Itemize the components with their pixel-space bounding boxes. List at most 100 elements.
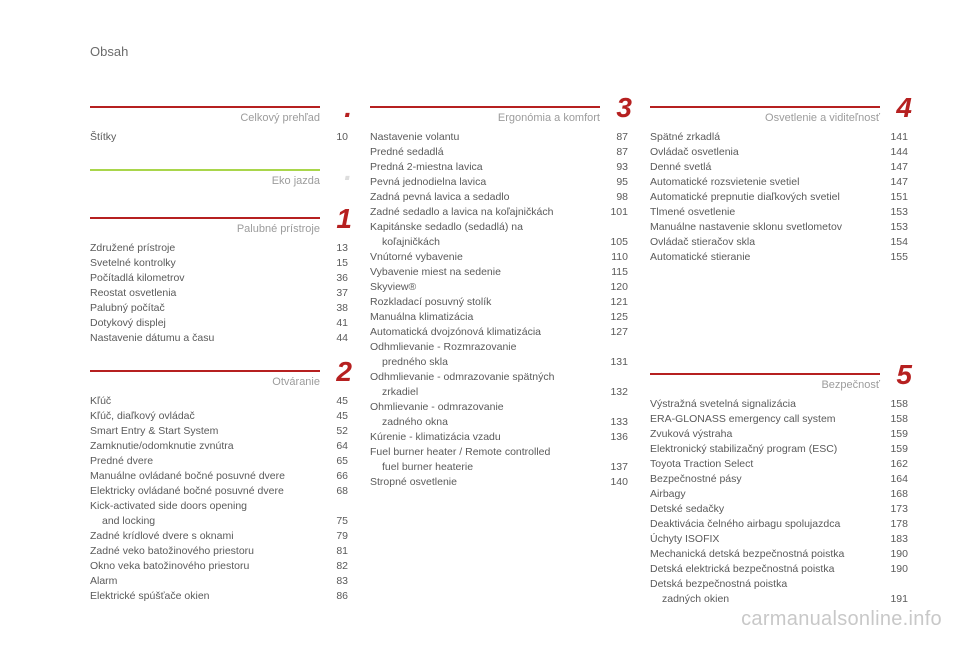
toc-entry: Bezpečnostné pásy 164 (650, 472, 908, 487)
section-title: Otváranie (90, 376, 320, 388)
section-rule (650, 373, 880, 375)
toc-entry: Automatická dvojzónová klimatizácia127 (370, 325, 628, 340)
entry-page: 159 (884, 442, 908, 457)
entry-page: 127 (604, 325, 628, 340)
toc-entry: Denné svetlá147 (650, 160, 908, 175)
entry-page: 147 (884, 175, 908, 190)
entry-label: Manuálne nastavenie sklonu svetlometov (650, 220, 876, 235)
section-rule (90, 217, 320, 219)
section-title: Celkový prehľad (90, 112, 320, 124)
toc-entry: Automatické stieranie 155 (650, 250, 908, 265)
entry-label: Odhmlievanie - odmrazovanie spätných (370, 370, 596, 385)
entry-page: 15 (324, 256, 348, 271)
toc-entry: Toyota Traction Select 162 (650, 457, 908, 472)
toc-entry: Úchyty ISOFIX183 (650, 532, 908, 547)
entry-page: 101 (604, 205, 628, 220)
entry-label: ERA-GLONASS emergency call system (650, 412, 876, 427)
entry-page: 65 (324, 454, 348, 469)
entry-page: 81 (324, 544, 348, 559)
section-rule (90, 106, 320, 108)
toc-entry: Ohmlievanie - odmrazovanie (370, 400, 628, 415)
entry-page: 155 (884, 250, 908, 265)
entry-page: 162 (884, 457, 908, 472)
entry-label: Toyota Traction Select (650, 457, 876, 472)
toc-entry: Ovládač osvetlenia144 (650, 145, 908, 160)
entry-label: Mechanická detská bezpečnostná poistka (650, 547, 876, 562)
section-rule (650, 106, 880, 108)
toc-entry: Pevná jednodielna lavica95 (370, 175, 628, 190)
toc-section: Palubné prístroje1Združené prístroje13Sv… (90, 207, 348, 346)
entry-label: Zadné sedadlo a lavica na koľajničkách (370, 205, 596, 220)
entry-page: 173 (884, 502, 908, 517)
entry-label: Bezpečnostné pásy (650, 472, 876, 487)
section-title: Palubné prístroje (90, 223, 320, 235)
section-entries: Výstražná svetelná signalizácia158ERA-GL… (650, 397, 908, 607)
entry-label: Vybavenie miest na sedenie (370, 265, 596, 280)
toc-entry: Rozkladací posuvný stolík121 (370, 295, 628, 310)
entry-label: Zamknutie/odomknutie zvnútra (90, 439, 316, 454)
toc-entry: Elektrické spúšťače okien86 (90, 589, 348, 604)
section-entries: Kľúč45Kľúč, diaľkový ovládač45Smart Entr… (90, 394, 348, 604)
page-root: Obsah Celkový prehľad.Štítky10Eko jazda.… (0, 0, 960, 649)
entry-label: Rozkladací posuvný stolík (370, 295, 596, 310)
toc-section: Osvetlenie a viditeľnosť4Spätné zrkadlá1… (650, 96, 908, 265)
entry-page: 52 (324, 424, 348, 439)
entry-label: Automatické prepnutie diaľkových svetiel (650, 190, 876, 205)
entry-label: Manuálne ovládané bočné posuvné dvere (90, 469, 316, 484)
entry-label: Elektrické spúšťače okien (90, 589, 316, 604)
entry-page: 190 (884, 562, 908, 577)
section-number-icon: 4 (896, 94, 912, 122)
toc-entry: Mechanická detská bezpečnostná poistka19… (650, 547, 908, 562)
toc-entry: Ovládač stieračov skla154 (650, 235, 908, 250)
entry-label: Automatické rozsvietenie svetiel (650, 175, 876, 190)
toc-column: Osvetlenie a viditeľnosť4Spätné zrkadlá1… (650, 96, 908, 621)
entry-label: koľajničkách (370, 235, 596, 250)
toc-entry: Manuálna klimatizácia125 (370, 310, 628, 325)
toc-entry: Tlmené osvetlenie153 (650, 205, 908, 220)
entry-page: 82 (324, 559, 348, 574)
entry-label: Nastavenie volantu (370, 130, 596, 145)
entry-label: Kúrenie - klimatizácia vzadu (370, 430, 596, 445)
entry-label: Airbagy (650, 487, 876, 502)
entry-label: zadných okien (650, 592, 876, 607)
toc-section: Otváranie2Kľúč45Kľúč, diaľkový ovládač45… (90, 360, 348, 604)
entry-label: Kapitánske sedadlo (sedadlá) na (370, 220, 596, 235)
entry-label: Tlmené osvetlenie (650, 205, 876, 220)
toc-entry: Odhmlievanie - odmrazovanie spätných (370, 370, 628, 385)
section-header: Bezpečnosť5 (650, 363, 908, 391)
toc-section: Eko jazda. (90, 159, 348, 193)
section-entries: Nastavenie volantu87Predné sedadlá87Pred… (370, 130, 628, 490)
section-header: Osvetlenie a viditeľnosť4 (650, 96, 908, 124)
section-header: Ergonómia a komfort3 (370, 96, 628, 124)
entry-page: 38 (324, 301, 348, 316)
entry-page: 120 (604, 280, 628, 295)
entry-page: 75 (324, 514, 348, 529)
toc-columns: Celkový prehľad.Štítky10Eko jazda.Palubn… (90, 96, 908, 621)
entry-label: Skyview® (370, 280, 596, 295)
toc-entry: ERA-GLONASS emergency call system 158 (650, 412, 908, 427)
toc-section: Celkový prehľad.Štítky10 (90, 96, 348, 145)
toc-entry: Alarm83 (90, 574, 348, 589)
toc-entry: Nastavenie volantu87 (370, 130, 628, 145)
toc-entry: Zamknutie/odomknutie zvnútra64 (90, 439, 348, 454)
section-title: Bezpečnosť (650, 379, 880, 391)
entry-label: Úchyty ISOFIX (650, 532, 876, 547)
entry-label: predného skla (370, 355, 596, 370)
entry-page: 140 (604, 475, 628, 490)
entry-page: 164 (884, 472, 908, 487)
entry-label: Štítky (90, 130, 316, 145)
section-number-icon: . (344, 94, 352, 122)
entry-label: Automatické stieranie (650, 250, 876, 265)
entry-label: Smart Entry & Start System (90, 424, 316, 439)
section-header: Celkový prehľad. (90, 96, 348, 124)
entry-page: 158 (884, 412, 908, 427)
toc-section: Bezpečnosť5 Výstražná svetelná signalizác… (650, 363, 908, 607)
entry-label: Kľúč (90, 394, 316, 409)
toc-entry: Vybavenie miest na sedenie115 (370, 265, 628, 280)
toc-entry: Okno veka batožinového priestoru82 (90, 559, 348, 574)
entry-label: Predné dvere (90, 454, 316, 469)
toc-entry: Automatické prepnutie diaľkových svetiel… (650, 190, 908, 205)
entry-page: 105 (604, 235, 628, 250)
entry-page: 98 (604, 190, 628, 205)
entry-page: 45 (324, 394, 348, 409)
